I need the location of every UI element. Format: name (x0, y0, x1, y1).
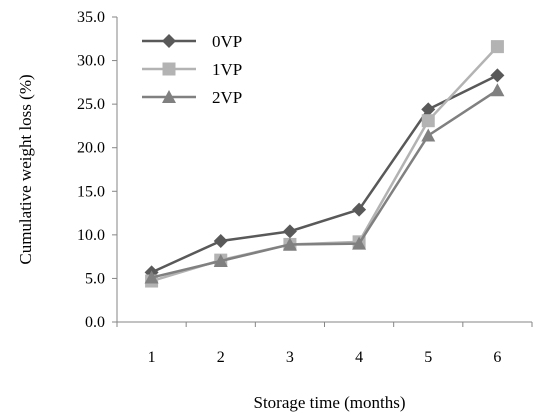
y-tick-label: 20.0 (77, 140, 105, 157)
data-point (213, 254, 228, 267)
y-axis-title: Cumulative weight loss (%) (16, 74, 35, 264)
y-tick-label: 0.0 (85, 314, 105, 331)
legend-marker (162, 34, 176, 48)
data-point (352, 236, 367, 250)
series-line (151, 89, 499, 279)
legend: 0VP 1VP 2VP (142, 32, 242, 107)
data-point (352, 202, 367, 217)
data-point (213, 233, 228, 248)
series-line (151, 74, 498, 274)
series-0VP (144, 68, 505, 280)
legend-label: 0VP (212, 32, 242, 51)
y-axis-ticks: 0.0 5.0 10.0 15.0 20.0 25.0 30.0 35.0 (77, 9, 117, 331)
data-point (421, 128, 436, 142)
data-point (490, 68, 505, 83)
data-point (144, 270, 159, 284)
legend-item-0VP: 0VP (142, 32, 242, 51)
axes (116, 17, 532, 323)
y-tick-label: 10.0 (77, 227, 105, 244)
data-point (282, 224, 297, 239)
data-point (421, 102, 436, 117)
x-tick-label: 1 (148, 349, 156, 366)
x-axis-title: Storage time (months) (253, 393, 405, 412)
y-tick-label: 5.0 (85, 270, 105, 287)
x-tick-label: 3 (286, 349, 294, 366)
x-tick-label: 4 (355, 349, 363, 366)
series-2VP (144, 83, 505, 284)
data-point (421, 114, 435, 128)
series-line (151, 45, 499, 283)
data-point (490, 83, 505, 97)
y-tick-label: 30.0 (77, 53, 105, 70)
legend-label: 1VP (212, 60, 242, 79)
x-tick-label: 2 (217, 349, 225, 366)
y-tick-label: 25.0 (77, 96, 105, 113)
y-tick-label: 35.0 (77, 9, 105, 26)
legend-item-1VP: 1VP (142, 60, 242, 79)
x-tick-label: 5 (424, 349, 432, 366)
legend-item-2VP: 2VP (142, 88, 242, 107)
legend-marker (162, 62, 176, 76)
data-point (282, 237, 297, 251)
legend-marker (162, 90, 176, 103)
x-axis-ticks: 1 2 3 4 5 6 (116, 322, 533, 366)
legend-label: 2VP (212, 88, 242, 107)
y-tick-label: 15.0 (77, 183, 105, 200)
series-layer (144, 40, 505, 288)
data-point (490, 40, 504, 54)
x-tick-label: 6 (493, 349, 501, 366)
